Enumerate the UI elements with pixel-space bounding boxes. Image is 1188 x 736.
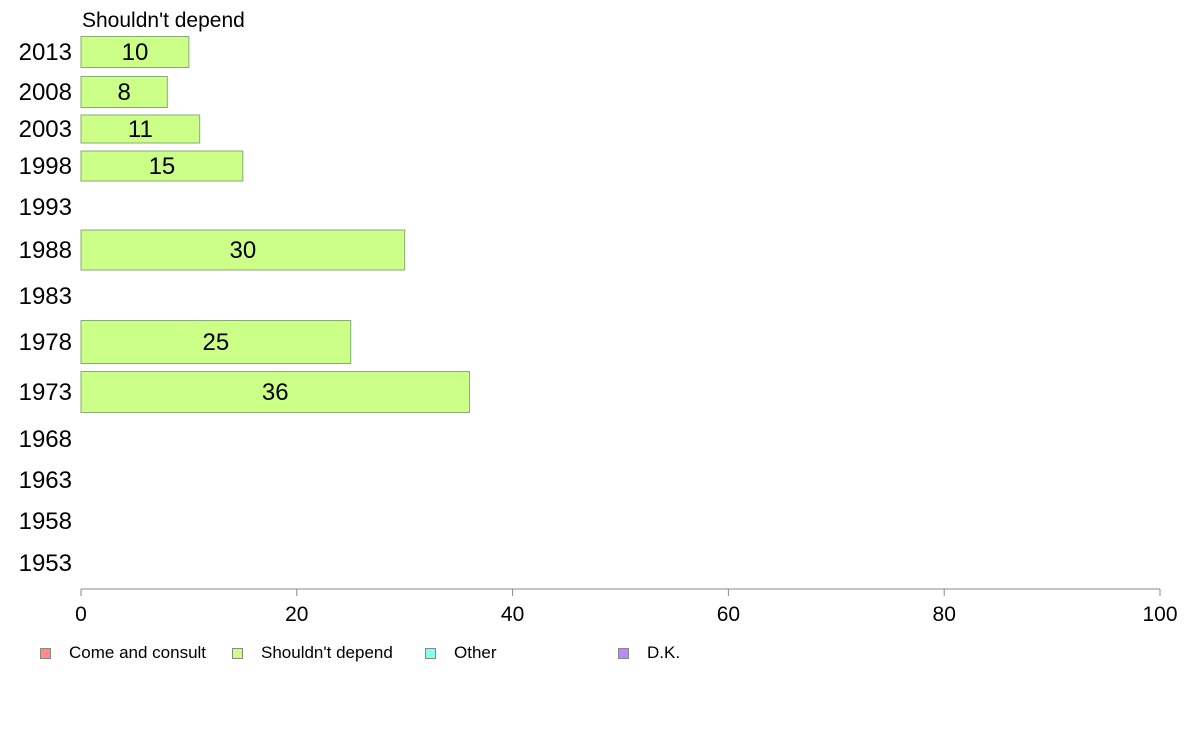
legend-item-shouldnt-depend: Shouldn't depend bbox=[232, 643, 393, 663]
y-tick-label: 1973 bbox=[19, 379, 72, 406]
legend-label: Come and consult bbox=[69, 643, 207, 662]
x-tick-label: 40 bbox=[501, 603, 524, 626]
bar bbox=[80, 114, 201, 144]
x-tick-label: 20 bbox=[285, 603, 308, 626]
y-tick-label: 1958 bbox=[19, 508, 72, 535]
legend-swatch bbox=[40, 647, 51, 659]
x-tick-label: 0 bbox=[75, 603, 87, 626]
x-tick-label: 100 bbox=[1142, 603, 1177, 626]
legend: Come and consult Shouldn't depend Other … bbox=[40, 643, 740, 665]
bar-value-label: 25 bbox=[203, 329, 230, 356]
legend-swatch bbox=[425, 647, 436, 659]
legend-label: Shouldn't depend bbox=[261, 643, 393, 662]
bar-value-label: 11 bbox=[128, 116, 153, 143]
legend-swatch bbox=[232, 647, 243, 659]
y-tick-label: 2008 bbox=[19, 79, 72, 106]
bar-value-label: 8 bbox=[117, 79, 130, 106]
bar bbox=[80, 76, 168, 108]
bar-value-label: 15 bbox=[149, 153, 176, 180]
bar-value-label: 36 bbox=[262, 379, 289, 406]
chart-title: Shouldn't depend bbox=[82, 9, 245, 32]
y-tick-label: 1978 bbox=[19, 329, 72, 356]
legend-swatch bbox=[618, 647, 629, 659]
bar bbox=[80, 371, 470, 413]
y-tick-label: 1988 bbox=[19, 237, 72, 264]
bar bbox=[80, 150, 244, 182]
bar-value-label: 30 bbox=[229, 237, 256, 264]
bar bbox=[80, 320, 352, 364]
y-tick-label: 1953 bbox=[19, 550, 72, 577]
y-tick-label: 1983 bbox=[19, 283, 72, 310]
legend-label: Other bbox=[454, 643, 497, 662]
y-tick-label: 1998 bbox=[19, 153, 72, 180]
legend-item-come-and-consult: Come and consult bbox=[40, 643, 206, 663]
y-tick-label: 1993 bbox=[19, 194, 72, 221]
legend-item-other: Other bbox=[425, 643, 497, 663]
y-tick-label: 2013 bbox=[19, 39, 72, 66]
bar bbox=[80, 36, 190, 68]
bar bbox=[80, 229, 406, 271]
legend-item-dk: D.K. bbox=[618, 643, 680, 663]
x-tick-label: 60 bbox=[717, 603, 740, 626]
x-tick-label: 80 bbox=[933, 603, 956, 626]
y-tick-label: 1963 bbox=[19, 467, 72, 494]
y-tick-label: 1968 bbox=[19, 426, 72, 453]
bar-value-label: 10 bbox=[122, 39, 149, 66]
y-tick-label: 2003 bbox=[19, 116, 72, 143]
legend-label: D.K. bbox=[647, 643, 681, 662]
